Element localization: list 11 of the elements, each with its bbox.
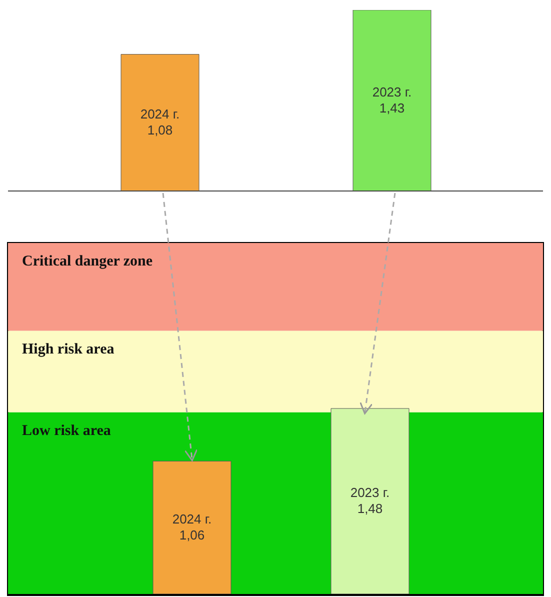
data-label: 1,08 <box>147 122 173 138</box>
band-label: High risk area <box>22 341 115 358</box>
x-tick-label: 2024 г. <box>140 106 180 122</box>
x-tick-label: 2023 г. <box>350 485 390 500</box>
data-label: 1,48 <box>357 501 383 516</box>
data-label: 1,06 <box>179 528 205 543</box>
band-label: Critical danger zone <box>22 254 153 270</box>
band-label: Low risk area <box>22 422 112 439</box>
x-tick-label: 2023 г. <box>372 84 412 100</box>
data-label: 1,43 <box>379 100 405 116</box>
x-tick-label: 2024 г. <box>172 512 212 527</box>
